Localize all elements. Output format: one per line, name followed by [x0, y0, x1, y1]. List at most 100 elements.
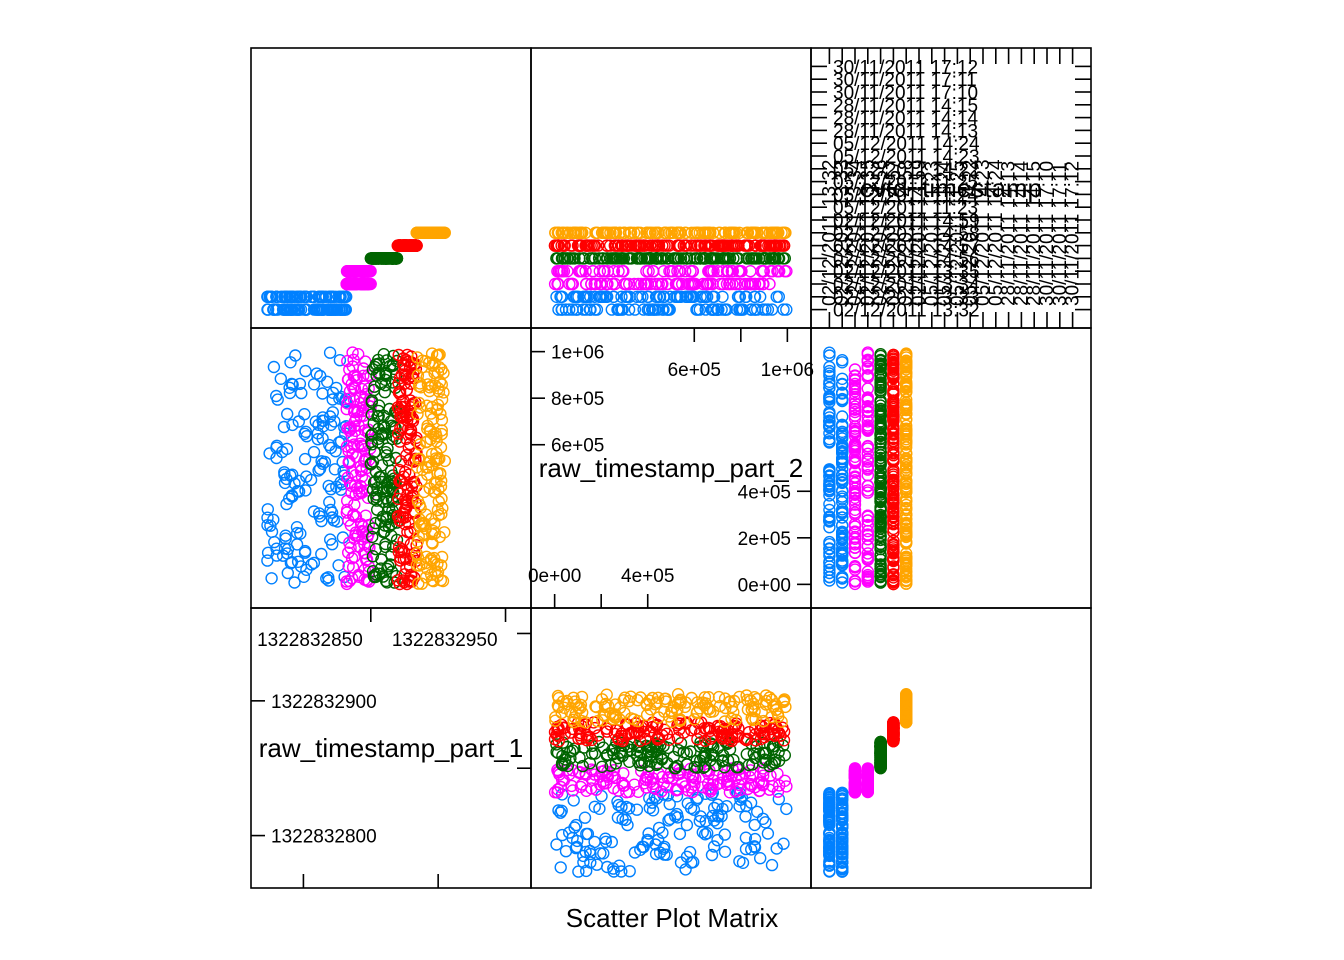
point	[280, 497, 293, 511]
point	[618, 239, 632, 252]
point	[601, 290, 614, 303]
point	[567, 290, 580, 303]
point	[699, 303, 712, 316]
point	[611, 252, 624, 265]
point	[322, 574, 335, 587]
point	[420, 550, 433, 563]
point	[699, 277, 713, 291]
point	[397, 405, 410, 418]
point	[566, 784, 579, 797]
point	[754, 239, 767, 252]
point	[714, 277, 727, 291]
point	[693, 814, 706, 828]
point	[751, 805, 764, 818]
point	[750, 740, 763, 753]
point	[321, 303, 334, 316]
point	[370, 488, 383, 501]
point	[753, 784, 766, 797]
point	[405, 239, 418, 252]
point	[649, 252, 662, 265]
point	[376, 510, 390, 523]
point	[554, 290, 567, 303]
point	[757, 226, 770, 240]
point	[733, 855, 746, 868]
point	[676, 277, 689, 291]
point	[397, 507, 410, 521]
point	[555, 226, 568, 240]
point	[419, 226, 433, 240]
point	[384, 252, 398, 265]
point	[662, 814, 675, 827]
point	[551, 252, 565, 265]
point	[397, 470, 410, 483]
point	[377, 252, 390, 265]
point	[577, 856, 590, 869]
point	[569, 226, 583, 240]
point	[342, 373, 355, 386]
point	[601, 770, 615, 783]
point	[398, 568, 411, 581]
point	[772, 746, 785, 759]
point	[362, 277, 375, 291]
point	[400, 383, 413, 397]
point	[696, 781, 710, 794]
point	[574, 265, 587, 278]
point	[580, 303, 593, 316]
point	[363, 265, 376, 278]
point	[770, 842, 783, 855]
point	[723, 226, 737, 240]
point	[424, 433, 437, 446]
point	[405, 350, 418, 363]
point	[356, 524, 369, 538]
point	[421, 378, 435, 391]
point	[780, 780, 793, 793]
point	[312, 464, 325, 477]
point	[369, 516, 382, 530]
point	[569, 303, 583, 316]
point	[341, 471, 354, 484]
point	[585, 239, 598, 252]
point	[581, 827, 595, 841]
point	[283, 381, 296, 394]
point	[561, 759, 574, 773]
point	[401, 525, 414, 539]
point	[354, 265, 367, 278]
point	[628, 303, 642, 316]
point	[616, 252, 629, 265]
point	[556, 828, 569, 842]
point	[551, 786, 564, 799]
point	[583, 252, 597, 265]
point	[357, 393, 371, 406]
point	[685, 239, 698, 252]
point	[264, 519, 277, 532]
point	[413, 377, 427, 390]
point	[576, 759, 589, 773]
point	[707, 840, 721, 853]
point	[314, 369, 327, 383]
point	[369, 475, 382, 488]
point	[284, 356, 297, 369]
point	[411, 494, 425, 508]
point	[663, 812, 677, 826]
point	[686, 265, 699, 278]
point	[316, 290, 329, 303]
point	[438, 454, 451, 468]
point	[646, 804, 660, 817]
point	[377, 495, 390, 509]
point	[615, 865, 628, 878]
point	[556, 265, 569, 278]
point	[286, 418, 299, 432]
point	[375, 553, 388, 566]
point	[291, 526, 304, 540]
point	[592, 239, 605, 252]
tick-label: 1322832950	[392, 630, 498, 651]
point	[574, 780, 587, 794]
point	[686, 785, 699, 799]
point	[345, 429, 358, 443]
point	[671, 277, 685, 291]
point	[270, 549, 283, 562]
point	[601, 860, 614, 874]
point	[609, 757, 623, 770]
point	[413, 438, 426, 451]
point	[765, 226, 778, 240]
